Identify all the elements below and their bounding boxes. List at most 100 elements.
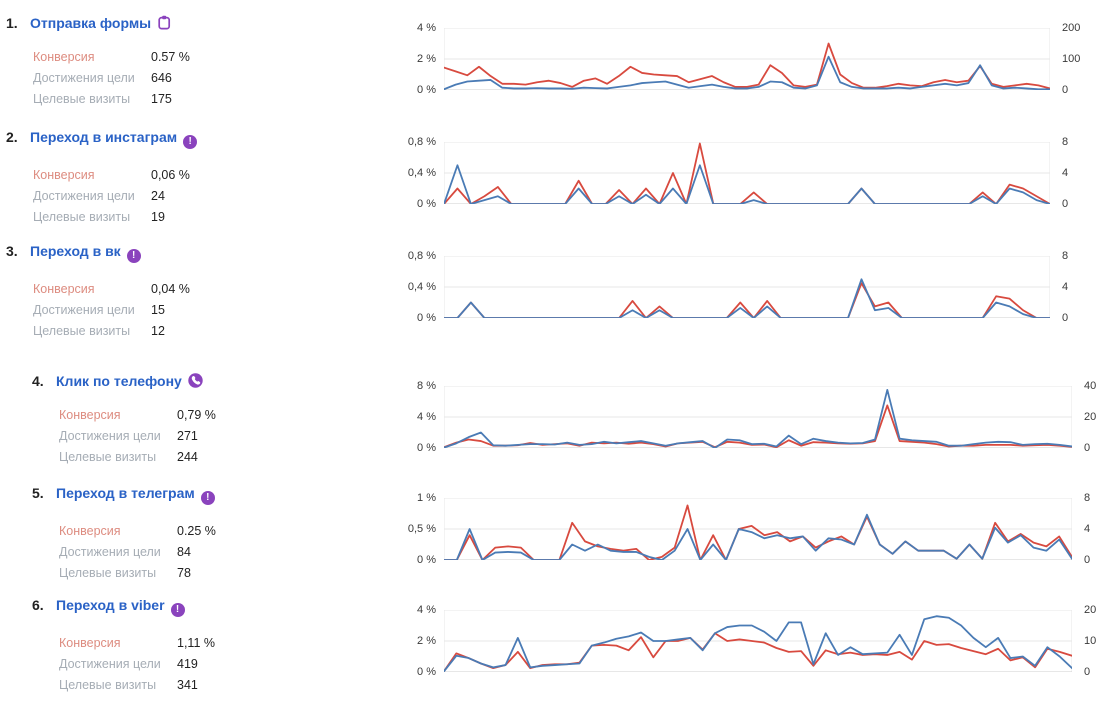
y-tick: 8 % [417,380,436,392]
y-tick: 0 [1084,666,1091,678]
goal-row-6: 6. Переход в viber! Конверсия 1,11 % Дости… [26,592,1112,704]
stat-label-conversion: Конверсия [33,168,95,182]
stat-label-reaches: Достижения цели [33,71,135,85]
y-tick: 0,8 % [407,250,436,262]
goal-title-link[interactable]: Переход в вк [30,243,121,259]
y-axis-right: 8 4 0 [1050,135,1090,211]
goal-title-link[interactable]: Переход в инстаграм [30,129,178,145]
y-axis-left: 0,8 % 0,4 % 0 % [400,249,444,325]
goal-number: 2. [6,129,18,145]
y-axis-left: 4 % 2 % 0 % [400,603,444,679]
y-tick: 4 [1084,523,1091,535]
exclamation-icon: ! [126,249,141,263]
goal-row-5: 5. Переход в телеграм! Конверсия 0.25 % До… [26,480,1112,592]
y-axis-right: 8 4 0 [1072,491,1112,567]
goal-number: 5. [32,485,44,501]
stat-value-target-visits: 341 [177,678,198,692]
y-axis-right: 200 100 0 [1050,21,1090,97]
form-icon [157,15,172,30]
plot-area[interactable] [444,142,1050,211]
exclamation-icon: ! [170,603,185,617]
goal-info: 5. Переход в телеграм! Конверсия 0.25 % До… [26,480,400,584]
goal-info: 2. Переход в инстаграм! Конверсия 0,06 % Д… [0,124,400,228]
goal-info: 1. Отправка формы Конверсия 0.57 % Достиже… [0,10,400,110]
stat-label-target-visits: Целевые визиты [59,450,157,464]
stat-label-conversion: Конверсия [33,282,95,296]
plot-area[interactable] [444,498,1072,567]
y-tick: 2 % [417,53,436,65]
stat-label-conversion: Конверсия [59,636,121,650]
goal-row-4: 4. Клик по телефону Конверсия 0,79 % Дости… [26,368,1112,480]
y-tick: 10 [1084,635,1097,647]
y-axis-right: 40 20 0 [1072,379,1112,455]
stat-label-target-visits: Целевые визиты [33,210,131,224]
goal-title-link[interactable]: Клик по телефону [56,373,182,389]
stat-value-reaches: 24 [151,189,165,203]
goals-group-top: 1. Отправка формы Конверсия 0.57 % Достиже… [0,10,1112,352]
stat-value-conversion: 0,06 % [151,168,190,182]
y-tick: 200 [1062,22,1081,34]
y-tick: 0 % [417,554,436,566]
y-tick: 0,4 % [407,167,436,179]
y-tick: 0 [1062,198,1069,210]
goal-info: 4. Клик по телефону Конверсия 0,79 % Дости… [26,368,400,468]
stat-value-conversion: 0,04 % [151,282,190,296]
exclamation-icon: ! [200,491,215,505]
stat-value-reaches: 271 [177,429,198,443]
y-tick: 0 % [417,442,436,454]
stat-value-conversion: 0.25 % [177,524,216,538]
stat-label-target-visits: Целевые визиты [33,324,131,338]
y-axis-right: 8 4 0 [1050,249,1090,325]
y-tick: 4 % [417,411,436,423]
y-tick: 0,8 % [407,136,436,148]
y-tick: 0 % [417,312,436,324]
stat-label-reaches: Достижения цели [33,189,135,203]
plot-area[interactable] [444,610,1072,679]
y-tick: 8 [1062,250,1069,262]
y-tick: 4 [1062,281,1069,293]
y-tick: 8 [1062,136,1069,148]
y-tick: 8 [1084,492,1091,504]
y-tick: 4 % [417,22,436,34]
stat-label-target-visits: Целевые визиты [59,566,157,580]
y-tick: 20 [1084,604,1097,616]
stat-value-reaches: 84 [177,545,191,559]
stat-value-conversion: 0,79 % [177,408,216,422]
goal-title-link[interactable]: Переход в телеграм [56,485,195,501]
goal-info: 6. Переход в viber! Конверсия 1,11 % Дости… [26,592,400,696]
plot-area[interactable] [444,28,1050,97]
stat-value-reaches: 646 [151,71,172,85]
stat-label-reaches: Достижения цели [33,303,135,317]
stat-value-reaches: 419 [177,657,198,671]
goal-title-link[interactable]: Переход в viber [56,597,165,613]
y-tick: 0 [1084,442,1091,454]
goal-trend-chart[interactable]: 0,8 % 0,4 % 0 % 8 4 0 [400,250,1112,325]
y-tick: 0 [1084,554,1091,566]
y-tick: 0 [1062,84,1069,96]
y-tick: 2 % [417,635,436,647]
stat-value-target-visits: 19 [151,210,165,224]
y-tick: 0 % [417,666,436,678]
y-axis-left: 0,8 % 0,4 % 0 % [400,135,444,211]
stat-value-target-visits: 78 [177,566,191,580]
goal-trend-chart[interactable]: 0,8 % 0,4 % 0 % 8 4 0 [400,136,1112,211]
plot-area[interactable] [444,256,1050,325]
exclamation-icon: ! [183,135,198,149]
goal-trend-chart[interactable]: 4 % 2 % 0 % 200 100 0 [400,22,1112,97]
goal-stats: Конверсия 0,06 % Достижения цели 24 Целевы… [33,165,400,228]
goal-number: 6. [32,597,44,613]
goal-trend-chart[interactable]: 4 % 2 % 0 % 20 10 0 [400,604,1112,679]
goal-trend-chart[interactable]: 8 % 4 % 0 % 40 20 0 [400,380,1112,455]
y-axis-left: 8 % 4 % 0 % [400,379,444,455]
goal-trend-chart[interactable]: 1 % 0,5 % 0 % 8 4 0 [400,492,1112,567]
goal-title-link[interactable]: Отправка формы [30,15,152,31]
goal-number: 4. [32,373,44,389]
goal-number: 1. [6,15,18,31]
plot-area[interactable] [444,386,1072,455]
y-axis-left: 4 % 2 % 0 % [400,21,444,97]
y-tick: 0,5 % [407,523,436,535]
stat-value-conversion: 0.57 % [151,50,190,64]
y-tick: 100 [1062,53,1081,65]
phone-icon [188,373,203,388]
